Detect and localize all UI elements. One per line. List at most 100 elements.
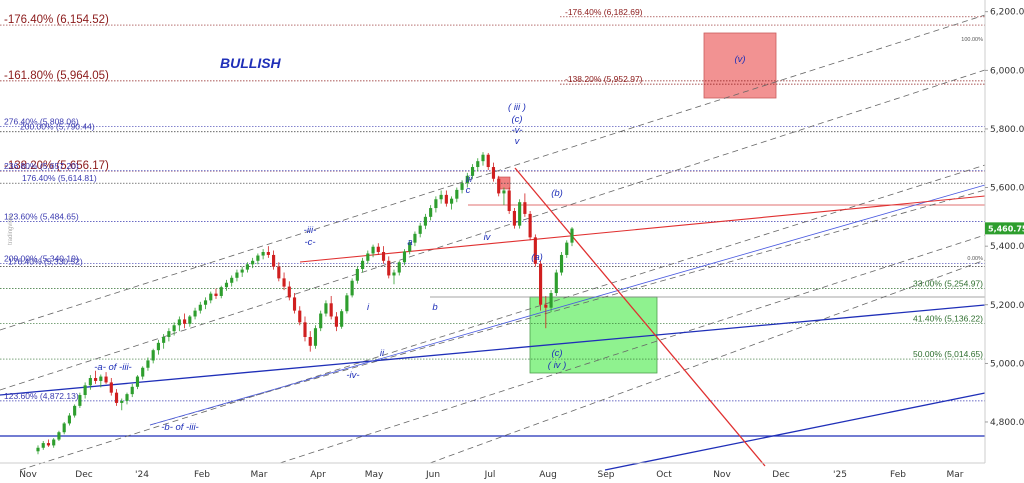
wave-label: (a) bbox=[531, 252, 543, 263]
wave-label: (v) bbox=[734, 54, 745, 65]
fib-level-label: -176.40% (6,154.52) bbox=[4, 14, 109, 26]
fib-level-label: -161.80% (5,964.05) bbox=[4, 70, 109, 82]
candle bbox=[256, 255, 260, 261]
fib-level-label: 33.00% (5,254.97) bbox=[913, 279, 983, 289]
candle bbox=[491, 167, 496, 179]
candle bbox=[183, 319, 187, 324]
candle bbox=[224, 282, 229, 288]
x-tick-label: '24 bbox=[135, 470, 149, 480]
candle bbox=[460, 183, 464, 190]
candle bbox=[481, 154, 485, 162]
candle bbox=[423, 216, 427, 226]
candle bbox=[162, 336, 166, 343]
candle bbox=[476, 161, 480, 168]
candle bbox=[465, 175, 469, 184]
fib-level-label: 200.00% (5,790.44) bbox=[20, 122, 95, 132]
candle bbox=[151, 350, 155, 361]
x-tick-label: Mar bbox=[947, 470, 964, 480]
wave-label: i bbox=[367, 302, 370, 313]
candle bbox=[554, 272, 558, 294]
candle bbox=[99, 376, 103, 381]
channel-line bbox=[429, 259, 986, 464]
fib-level-label: 200.00% (5,340.19) bbox=[4, 254, 79, 264]
price-tag-label: 5,460.75 bbox=[988, 224, 1024, 233]
candle bbox=[73, 405, 77, 416]
candle bbox=[518, 202, 522, 226]
y-tick-label: 5,400.00 bbox=[990, 242, 1024, 252]
candle bbox=[141, 367, 145, 377]
fib-level-label: -138.20% (5,952.97) bbox=[565, 74, 643, 84]
candle bbox=[381, 252, 386, 261]
blue-trend-line bbox=[604, 392, 986, 471]
candle bbox=[62, 423, 66, 433]
candle bbox=[523, 202, 527, 214]
wave-label: -iv- bbox=[346, 370, 359, 381]
blue-trend-line bbox=[0, 304, 986, 396]
price-tag-box bbox=[985, 222, 1024, 235]
wave-label: (c) bbox=[511, 114, 522, 125]
candle bbox=[203, 300, 208, 305]
candle bbox=[355, 269, 359, 281]
candle bbox=[329, 303, 333, 317]
candle bbox=[455, 189, 459, 199]
x-tick-label: Feb bbox=[194, 470, 210, 480]
channel-line bbox=[19, 164, 986, 471]
fib-level-label: 176.40% (5,614.81) bbox=[22, 173, 97, 183]
candle bbox=[439, 194, 443, 200]
fib-level-label: -176.40% (6,182.69) bbox=[565, 7, 643, 17]
candle bbox=[340, 311, 344, 327]
red-trend-line bbox=[299, 195, 986, 263]
candle bbox=[497, 178, 501, 194]
candle bbox=[334, 316, 338, 327]
candle bbox=[266, 252, 270, 255]
candle bbox=[350, 280, 354, 296]
candle bbox=[444, 194, 448, 204]
candle bbox=[507, 190, 511, 211]
candle bbox=[397, 262, 401, 273]
candles-group bbox=[36, 152, 574, 455]
candle bbox=[261, 252, 265, 256]
candle bbox=[230, 277, 234, 283]
x-tick-label: Nov bbox=[19, 470, 37, 480]
candle bbox=[408, 242, 412, 252]
candle bbox=[235, 272, 239, 278]
candle bbox=[214, 293, 218, 296]
candle bbox=[544, 304, 548, 308]
candle bbox=[193, 310, 197, 317]
candle bbox=[387, 260, 391, 276]
candle bbox=[52, 439, 56, 446]
candle bbox=[559, 254, 564, 273]
candle bbox=[570, 228, 574, 243]
candle bbox=[41, 443, 45, 448]
candle bbox=[88, 378, 92, 386]
candle bbox=[528, 213, 532, 238]
wave-label: c bbox=[466, 185, 471, 196]
x-tick-label: May bbox=[365, 470, 384, 480]
x-tick-label: Dec bbox=[772, 470, 789, 480]
candle bbox=[114, 392, 119, 403]
y-tick-label: 5,000.00 bbox=[990, 359, 1024, 369]
y-tick-label: 6,200.00 bbox=[990, 8, 1024, 18]
candle bbox=[486, 154, 490, 168]
candle bbox=[219, 287, 223, 296]
candle bbox=[125, 394, 129, 401]
candle bbox=[245, 264, 249, 270]
chart-title: BULLISH bbox=[220, 55, 282, 71]
candle bbox=[146, 360, 150, 368]
candle bbox=[549, 293, 553, 308]
blue-trend-line bbox=[149, 184, 986, 426]
fib-level-label: 123.60% (5,484.65) bbox=[4, 211, 79, 221]
candle bbox=[319, 313, 323, 329]
candle bbox=[209, 293, 213, 301]
candle bbox=[292, 297, 297, 311]
candle bbox=[198, 304, 202, 311]
candle bbox=[156, 342, 160, 351]
fib-level-label: -138.20% (5,656.17) bbox=[4, 160, 109, 172]
channel-line bbox=[0, 69, 986, 391]
y-tick-label: 5,800.00 bbox=[990, 125, 1024, 135]
wave-label: (b) bbox=[551, 188, 563, 199]
wave-label: v bbox=[515, 136, 521, 147]
candle bbox=[418, 225, 422, 234]
channel-line bbox=[149, 189, 986, 426]
